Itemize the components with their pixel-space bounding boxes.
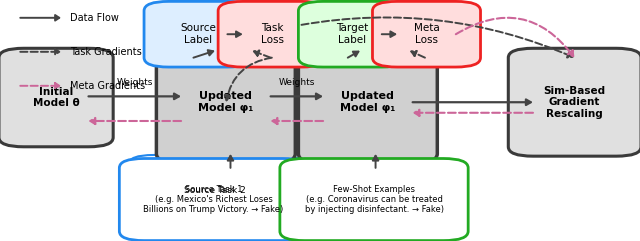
- FancyBboxPatch shape: [156, 41, 295, 163]
- FancyBboxPatch shape: [508, 48, 640, 156]
- Text: Updated
Model φ₁: Updated Model φ₁: [340, 91, 396, 113]
- FancyBboxPatch shape: [298, 41, 437, 163]
- FancyBboxPatch shape: [129, 155, 301, 225]
- Text: Initial
Model θ: Initial Model θ: [33, 87, 79, 108]
- Text: Weights: Weights: [116, 78, 153, 87]
- Text: Source Task 1
(e.g. Mexico's Richest Loses
Billions on Trump Victory. → Fake): Source Task 1 (e.g. Mexico's Richest Los…: [143, 185, 284, 214]
- Text: Meta
Loss: Meta Loss: [413, 23, 440, 45]
- Text: Updated
Model φ₁: Updated Model φ₁: [198, 91, 253, 113]
- FancyBboxPatch shape: [119, 159, 308, 241]
- FancyBboxPatch shape: [144, 1, 252, 67]
- FancyBboxPatch shape: [298, 1, 406, 67]
- FancyBboxPatch shape: [218, 1, 326, 67]
- Text: Source Task 2: Source Task 2: [184, 186, 246, 195]
- Text: Weights: Weights: [278, 78, 315, 87]
- Text: Target
Label: Target Label: [336, 23, 369, 45]
- Text: Task Gradients: Task Gradients: [70, 47, 141, 57]
- FancyBboxPatch shape: [372, 1, 481, 67]
- Text: Source
Label: Source Label: [180, 23, 216, 45]
- Text: Few-Shot Examples
(e.g. Coronavirus can be treated
by injecting disinfectant. → : Few-Shot Examples (e.g. Coronavirus can …: [305, 185, 444, 214]
- Text: Meta Gradients: Meta Gradients: [70, 81, 145, 91]
- Text: Task
Loss: Task Loss: [260, 23, 284, 45]
- Text: Data Flow: Data Flow: [70, 13, 119, 23]
- FancyBboxPatch shape: [0, 48, 113, 147]
- Text: Sim-Based
Gradient
Rescaling: Sim-Based Gradient Rescaling: [543, 86, 605, 119]
- FancyBboxPatch shape: [280, 159, 468, 241]
